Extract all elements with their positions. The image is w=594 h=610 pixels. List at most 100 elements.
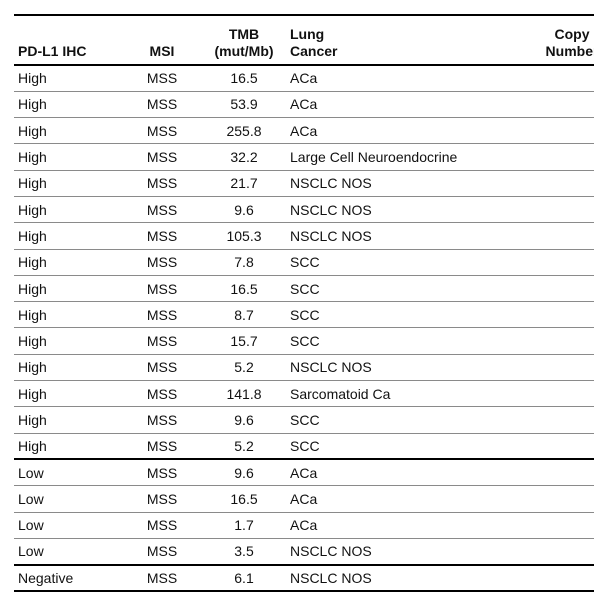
cell-cancer-type: NSCLC NOS	[286, 538, 530, 566]
cell-pdl1: High	[14, 380, 122, 408]
header-msi-label: MSI	[149, 43, 175, 59]
cell-copy-number: 8	[530, 433, 594, 461]
header-cancer-line1: Lung	[290, 26, 325, 42]
cell-msi: MSS	[122, 91, 202, 119]
cell-cancer-type: NSCLC NOS	[286, 354, 530, 382]
cell-cancer-type: NSCLC NOS	[286, 196, 530, 224]
cell-copy-number: 9	[530, 301, 594, 329]
cell-tmb: 16.5	[202, 275, 286, 303]
header-copy-line2: Number	[545, 43, 594, 59]
cell-copy-number: 8	[530, 512, 594, 539]
cell-tmb: 1.7	[202, 512, 286, 539]
header-tmb-line1: TMB	[228, 26, 260, 42]
cell-pdl1: Low	[14, 512, 122, 539]
cell-pdl1: High	[14, 143, 122, 171]
cell-copy-number: 27	[530, 143, 594, 171]
cell-pdl1: High	[14, 433, 122, 461]
cell-msi: MSS	[122, 512, 202, 539]
cell-tmb: 5.2	[202, 354, 286, 382]
cell-cancer-type: SCC	[286, 301, 530, 329]
cell-tmb: 9.6	[202, 196, 286, 224]
cell-copy-number: 9	[530, 485, 594, 513]
cell-cancer-type: SCC	[286, 249, 530, 276]
cell-msi: MSS	[122, 538, 202, 566]
biomarker-table: PD-L1 IHC MSI TMB (mut/Mb) Lung Cancer C…	[14, 14, 594, 592]
cell-msi: MSS	[122, 196, 202, 224]
cell-tmb: 255.8	[202, 117, 286, 145]
cell-copy-number: 6	[530, 538, 594, 566]
header-cancer-line2: Cancer	[290, 43, 338, 59]
cell-msi: MSS	[122, 170, 202, 197]
cell-tmb: 21.7	[202, 170, 286, 197]
cell-copy-number: 12	[530, 275, 594, 303]
table-container: PD-L1 IHC MSI TMB (mut/Mb) Lung Cancer C…	[14, 14, 594, 592]
table-header: PD-L1 IHC MSI TMB (mut/Mb) Lung Cancer C…	[14, 14, 594, 66]
cell-pdl1: High	[14, 170, 122, 197]
cell-copy-number: 9	[530, 380, 594, 408]
cell-copy-number: 7	[530, 564, 594, 592]
cell-pdl1: Low	[14, 538, 122, 566]
cell-tmb: 16.5	[202, 485, 286, 513]
cell-tmb: 32.2	[202, 143, 286, 171]
cell-cancer-type: SCC	[286, 406, 530, 434]
cell-cancer-type: ACa	[286, 512, 530, 539]
cell-tmb: 3.5	[202, 538, 286, 566]
cell-msi: MSS	[122, 143, 202, 171]
cell-cancer-type: Large Cell Neuroendocrine	[286, 143, 530, 171]
cell-msi: MSS	[122, 301, 202, 329]
cell-msi: MSS	[122, 65, 202, 92]
cell-tmb: 15.7	[202, 327, 286, 355]
cell-copy-number: 8	[530, 406, 594, 434]
cell-msi: MSS	[122, 117, 202, 145]
cell-pdl1: High	[14, 406, 122, 434]
cell-cancer-type: ACa	[286, 485, 530, 513]
cell-tmb: 8.7	[202, 301, 286, 329]
cell-cancer-type: ACa	[286, 117, 530, 145]
cell-pdl1: High	[14, 222, 122, 250]
header-pdl1-label: PD-L1 IHC	[18, 43, 87, 59]
cell-cancer-type: SCC	[286, 327, 530, 355]
header-tmb: TMB (mut/Mb)	[202, 14, 286, 66]
cell-pdl1: High	[14, 196, 122, 224]
cell-cancer-type: NSCLC NOS	[286, 564, 530, 592]
cell-copy-number: 8	[530, 91, 594, 119]
cell-pdl1: Negative	[14, 564, 122, 592]
cell-pdl1: High	[14, 301, 122, 329]
cell-tmb: 16.5	[202, 65, 286, 92]
cell-pdl1: Low	[14, 459, 122, 487]
header-cancer: Lung Cancer	[286, 14, 530, 66]
cell-tmb: 105.3	[202, 222, 286, 250]
cell-tmb: 141.8	[202, 380, 286, 408]
cell-pdl1: Low	[14, 485, 122, 513]
header-msi: MSI	[122, 14, 202, 66]
cell-pdl1: High	[14, 65, 122, 92]
header-row: PD-L1 IHC MSI TMB (mut/Mb) Lung Cancer C…	[14, 14, 594, 66]
cell-tmb: 53.9	[202, 91, 286, 119]
cell-cancer-type: SCC	[286, 275, 530, 303]
header-tmb-line2: (mut/Mb)	[214, 43, 274, 59]
cell-msi: MSS	[122, 564, 202, 592]
cell-msi: MSS	[122, 380, 202, 408]
cell-copy-number: 7	[530, 65, 594, 92]
cell-msi: MSS	[122, 275, 202, 303]
cell-pdl1: High	[14, 249, 122, 276]
cell-tmb: 7.8	[202, 249, 286, 276]
cell-msi: MSS	[122, 406, 202, 434]
cell-copy-number: 12	[530, 222, 594, 250]
